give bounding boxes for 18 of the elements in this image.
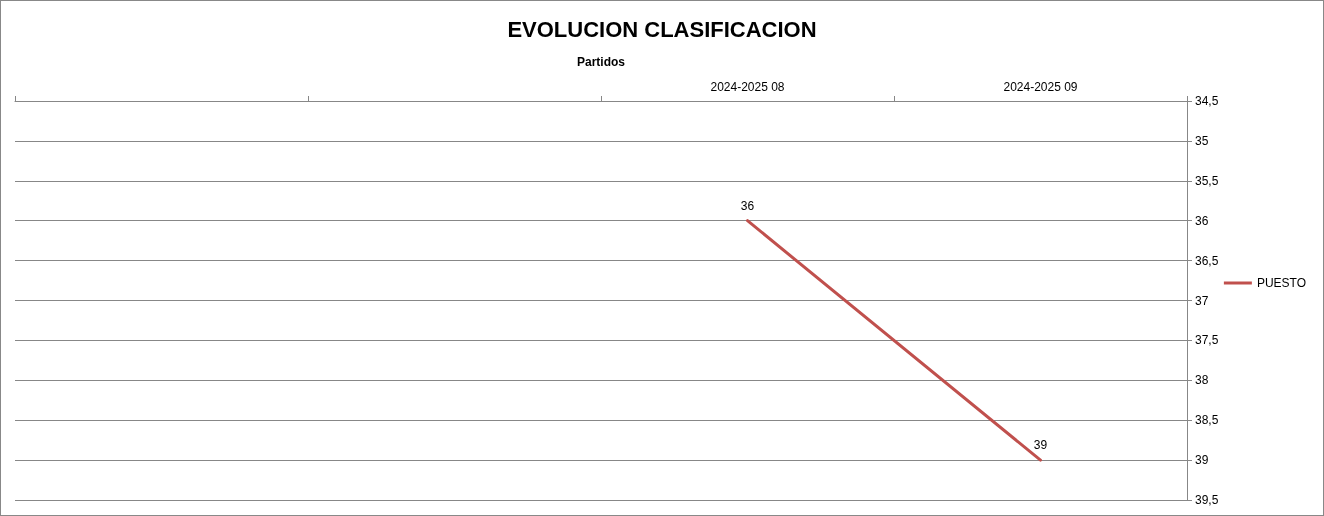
y-tick-label: 36	[1195, 213, 1209, 228]
data-label: 36	[740, 198, 755, 213]
y-tick-label: 35,5	[1195, 173, 1219, 188]
y-tick-label: 38	[1195, 373, 1209, 388]
y-tick-label: 38,5	[1195, 413, 1219, 428]
chart-title: EVOLUCION CLASIFICACION	[507, 16, 817, 42]
y-tick-label: 34,5	[1195, 94, 1219, 108]
x-axis-title: Partidos	[576, 55, 626, 69]
y-tick-label: 36,5	[1195, 253, 1219, 268]
y-tick-label: 37,5	[1195, 333, 1219, 348]
y-tick-label: 35	[1195, 133, 1209, 148]
y-tick-label: 39,5	[1195, 493, 1219, 507]
x-tick-label: 2024-2025 08	[710, 80, 785, 94]
y-tick-label: 39	[1195, 453, 1209, 468]
data-label: 39	[1033, 438, 1048, 453]
legend-label: PUESTO	[1256, 276, 1306, 290]
x-tick-label: 2024-2025 09	[1003, 80, 1078, 94]
y-tick-label: 37	[1195, 293, 1209, 308]
